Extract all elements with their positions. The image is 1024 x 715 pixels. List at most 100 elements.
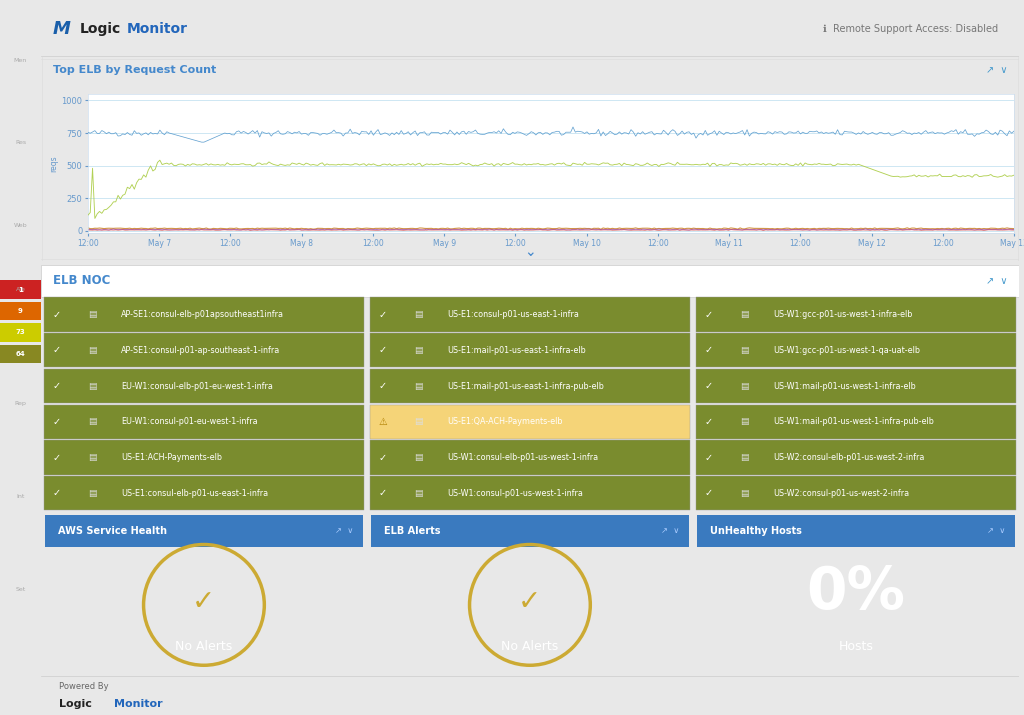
- Text: ▤: ▤: [740, 453, 749, 462]
- Text: ▤: ▤: [88, 346, 96, 355]
- Text: ✓: ✓: [52, 417, 60, 427]
- Text: 0%: 0%: [806, 563, 905, 621]
- Text: ▤: ▤: [88, 382, 96, 390]
- Text: ✓: ✓: [193, 588, 216, 616]
- Text: Logic: Logic: [80, 21, 121, 36]
- Text: Top ELB by Request Count: Top ELB by Request Count: [52, 65, 216, 75]
- Text: EU-W1:consul-elb-p01-eu-west-1-infra: EU-W1:consul-elb-p01-eu-west-1-infra: [121, 382, 273, 390]
- Text: US-E1:mail-p01-us-east-1-infra-pub-elb: US-E1:mail-p01-us-east-1-infra-pub-elb: [447, 382, 604, 390]
- Text: Monitor: Monitor: [127, 21, 188, 36]
- Text: ⚠: ⚠: [379, 417, 387, 427]
- FancyBboxPatch shape: [0, 280, 41, 299]
- Text: ✓: ✓: [705, 345, 713, 355]
- Text: ✓: ✓: [705, 417, 713, 427]
- FancyBboxPatch shape: [0, 323, 41, 342]
- Text: ℹ  Remote Support Access: Disabled: ℹ Remote Support Access: Disabled: [823, 24, 998, 34]
- Text: 64: 64: [15, 351, 26, 357]
- Text: US-E1:consul-p01-us-east-1-infra: US-E1:consul-p01-us-east-1-infra: [447, 310, 579, 319]
- Text: ✓: ✓: [379, 488, 387, 498]
- Text: ▤: ▤: [414, 453, 422, 462]
- FancyBboxPatch shape: [696, 369, 1016, 403]
- FancyBboxPatch shape: [44, 369, 364, 403]
- FancyBboxPatch shape: [370, 369, 690, 403]
- FancyBboxPatch shape: [696, 405, 1016, 439]
- Text: Rep: Rep: [14, 402, 27, 406]
- Text: ↗  ∨: ↗ ∨: [986, 275, 1008, 285]
- Text: US-W1:gcc-p01-us-west-1-infra-elb: US-W1:gcc-p01-us-west-1-infra-elb: [773, 310, 912, 319]
- Text: ▤: ▤: [740, 310, 749, 319]
- Text: Logic: Logic: [58, 699, 91, 709]
- Text: ↗  ∨: ↗ ∨: [660, 526, 679, 536]
- Text: ▤: ▤: [740, 489, 749, 498]
- Text: US-W1:consul-elb-p01-us-west-1-infra: US-W1:consul-elb-p01-us-west-1-infra: [447, 453, 598, 462]
- FancyBboxPatch shape: [370, 297, 690, 332]
- Text: 73: 73: [15, 330, 26, 335]
- Text: US-W2:consul-elb-p01-us-west-2-infra: US-W2:consul-elb-p01-us-west-2-infra: [773, 453, 925, 462]
- FancyBboxPatch shape: [696, 476, 1016, 511]
- Y-axis label: reqs: reqs: [49, 155, 58, 172]
- Text: Int: Int: [16, 495, 25, 499]
- FancyBboxPatch shape: [41, 265, 1019, 297]
- Text: ▤: ▤: [414, 489, 422, 498]
- FancyBboxPatch shape: [696, 440, 1016, 475]
- Text: Men: Men: [14, 59, 27, 63]
- Text: US-E1:mail-p01-us-east-1-infra-elb: US-E1:mail-p01-us-east-1-infra-elb: [447, 346, 586, 355]
- FancyBboxPatch shape: [0, 302, 41, 320]
- Text: ✓: ✓: [705, 310, 713, 320]
- FancyBboxPatch shape: [370, 333, 690, 368]
- Text: ▤: ▤: [88, 453, 96, 462]
- Text: Res: Res: [15, 141, 26, 145]
- Text: ✓: ✓: [52, 453, 60, 463]
- Text: ✓: ✓: [518, 588, 542, 616]
- Text: No Alerts: No Alerts: [502, 640, 558, 654]
- Text: US-W2:consul-p01-us-west-2-infra: US-W2:consul-p01-us-west-2-infra: [773, 489, 909, 498]
- Text: ↗  ∨: ↗ ∨: [987, 526, 1006, 536]
- FancyBboxPatch shape: [45, 515, 362, 547]
- Text: ✓: ✓: [379, 381, 387, 391]
- Text: US-W1:mail-p01-us-west-1-infra-pub-elb: US-W1:mail-p01-us-west-1-infra-pub-elb: [773, 418, 934, 426]
- Text: ▤: ▤: [740, 346, 749, 355]
- Text: AWS Service Health: AWS Service Health: [57, 526, 167, 536]
- Text: ✓: ✓: [705, 453, 713, 463]
- FancyBboxPatch shape: [44, 440, 364, 475]
- Text: ↗  ∨: ↗ ∨: [335, 526, 353, 536]
- Text: EU-W1:consul-p01-eu-west-1-infra: EU-W1:consul-p01-eu-west-1-infra: [121, 418, 258, 426]
- Text: M: M: [52, 19, 71, 38]
- Text: US-E1:consul-elb-p01-us-east-1-infra: US-E1:consul-elb-p01-us-east-1-infra: [121, 489, 268, 498]
- FancyBboxPatch shape: [44, 476, 364, 511]
- Text: ELB NOC: ELB NOC: [52, 274, 110, 287]
- FancyBboxPatch shape: [697, 515, 1015, 547]
- Text: UnHealthy Hosts: UnHealthy Hosts: [710, 526, 802, 536]
- Text: Ale: Ale: [15, 287, 26, 292]
- Text: ✓: ✓: [379, 310, 387, 320]
- Text: ▤: ▤: [414, 382, 422, 390]
- Text: Powered By: Powered By: [58, 682, 109, 691]
- Text: AP-SE1:consul-p01-ap-southeast-1-infra: AP-SE1:consul-p01-ap-southeast-1-infra: [121, 346, 281, 355]
- Text: Web: Web: [13, 223, 28, 227]
- Text: 1: 1: [18, 287, 23, 292]
- Text: ▤: ▤: [740, 418, 749, 426]
- Text: No Alerts: No Alerts: [175, 640, 232, 654]
- Text: ✓: ✓: [379, 345, 387, 355]
- Text: AP-SE1:consul-elb-p01apsoutheast1infra: AP-SE1:consul-elb-p01apsoutheast1infra: [121, 310, 284, 319]
- FancyBboxPatch shape: [44, 405, 364, 439]
- Text: ▤: ▤: [414, 310, 422, 319]
- FancyBboxPatch shape: [44, 297, 364, 332]
- Text: Hosts: Hosts: [839, 640, 873, 654]
- Text: ⌄: ⌄: [524, 245, 536, 259]
- Text: US-E1:QA-ACH-Payments-elb: US-E1:QA-ACH-Payments-elb: [447, 418, 562, 426]
- Text: US-W1:gcc-p01-us-west-1-qa-uat-elb: US-W1:gcc-p01-us-west-1-qa-uat-elb: [773, 346, 921, 355]
- FancyBboxPatch shape: [370, 476, 690, 511]
- Text: US-W1:mail-p01-us-west-1-infra-elb: US-W1:mail-p01-us-west-1-infra-elb: [773, 382, 915, 390]
- Text: US-E1:ACH-Payments-elb: US-E1:ACH-Payments-elb: [121, 453, 222, 462]
- Text: ▤: ▤: [414, 418, 422, 426]
- Text: ✓: ✓: [705, 381, 713, 391]
- FancyBboxPatch shape: [0, 345, 41, 363]
- Text: US-W1:consul-p01-us-west-1-infra: US-W1:consul-p01-us-west-1-infra: [447, 489, 583, 498]
- FancyBboxPatch shape: [370, 440, 690, 475]
- FancyBboxPatch shape: [696, 297, 1016, 332]
- Text: ▤: ▤: [88, 418, 96, 426]
- Text: ✓: ✓: [52, 345, 60, 355]
- FancyBboxPatch shape: [371, 515, 689, 547]
- Text: Set: Set: [15, 588, 26, 592]
